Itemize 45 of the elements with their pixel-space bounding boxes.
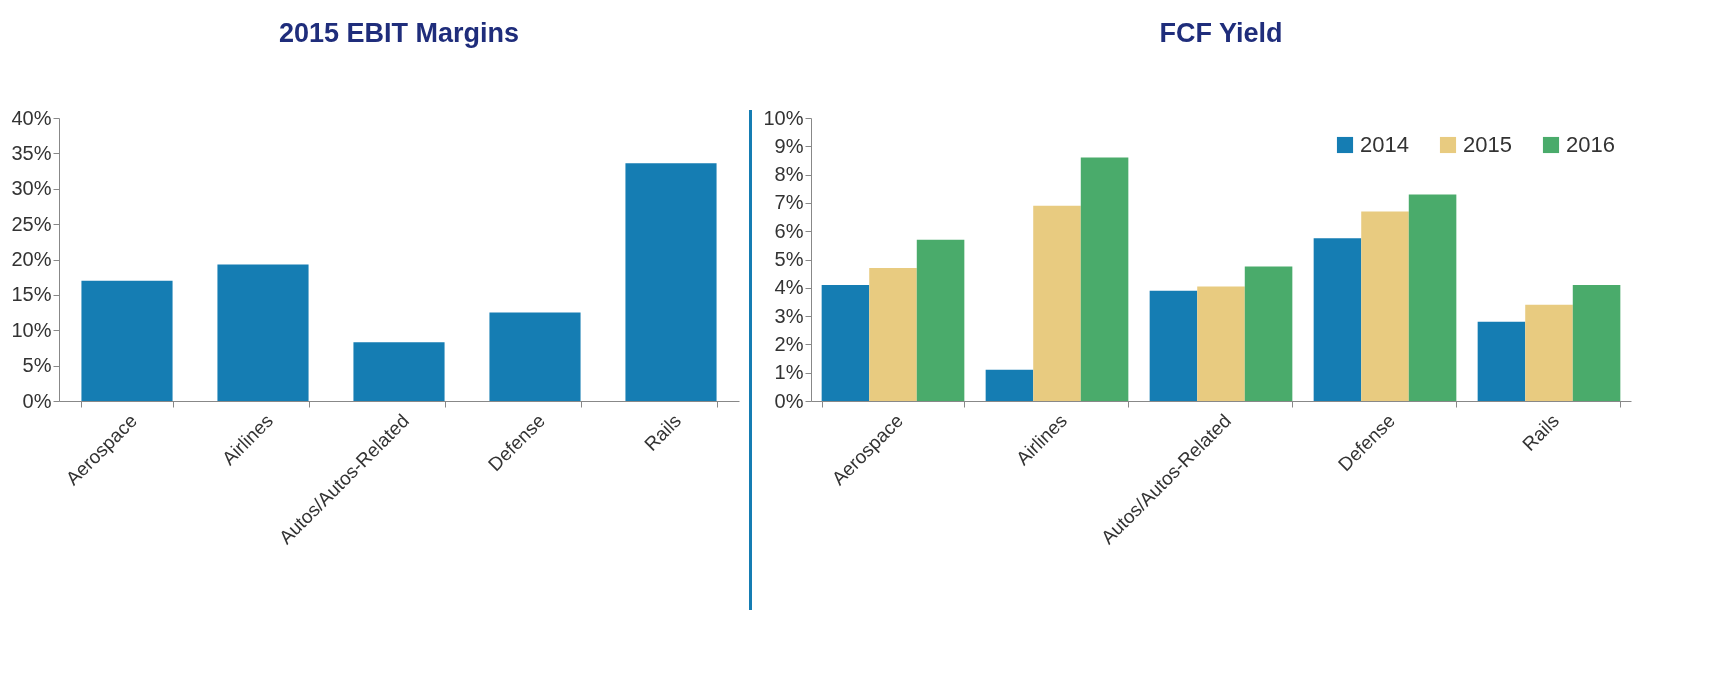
y-tick-label: 10% [763,106,804,129]
y-tick-label: 8% [774,163,804,186]
bar [1572,284,1621,401]
bar [489,312,581,401]
y-tick-label: 0% [22,389,52,412]
bar [916,239,965,401]
bar [1197,286,1245,401]
bar [821,284,870,401]
y-tick-label: 25% [11,212,52,235]
bar [353,342,445,401]
bar [1244,266,1293,401]
bar [1149,290,1198,401]
y-tick-label: 40% [11,106,52,129]
y-tick-label: 0% [774,389,804,412]
legend-label: 2015 [1463,132,1512,157]
y-tick-label: 1% [774,361,804,384]
bar [1313,238,1362,401]
bar [1477,321,1526,401]
y-tick-label: 35% [11,141,52,164]
y-tick-label: 15% [11,283,52,306]
y-tick-label: 7% [774,191,804,214]
y-tick-label: 9% [774,134,804,157]
legend-label: 2016 [1566,132,1615,157]
y-tick-label: 10% [11,318,52,341]
y-tick-label: 6% [774,219,804,242]
y-tick-label: 4% [774,276,804,299]
bar [1525,304,1573,401]
y-tick-label: 30% [11,177,52,200]
bar [625,163,717,401]
bar [81,280,173,401]
bar [985,369,1034,401]
y-tick-label: 3% [774,304,804,327]
bar [1408,194,1457,401]
y-tick-label: 5% [22,354,52,377]
chart-title: FCF Yield [1159,18,1283,48]
bar [1361,211,1409,401]
chart-title: 2015 EBIT Margins [278,18,520,48]
legend-label: 2014 [1360,132,1409,157]
y-tick-label: 2% [774,332,804,355]
bar [1080,157,1129,401]
bar [217,264,309,401]
y-tick-label: 5% [774,248,804,270]
bar [869,267,917,401]
bar [1033,205,1081,401]
y-tick-label: 20% [11,248,52,270]
